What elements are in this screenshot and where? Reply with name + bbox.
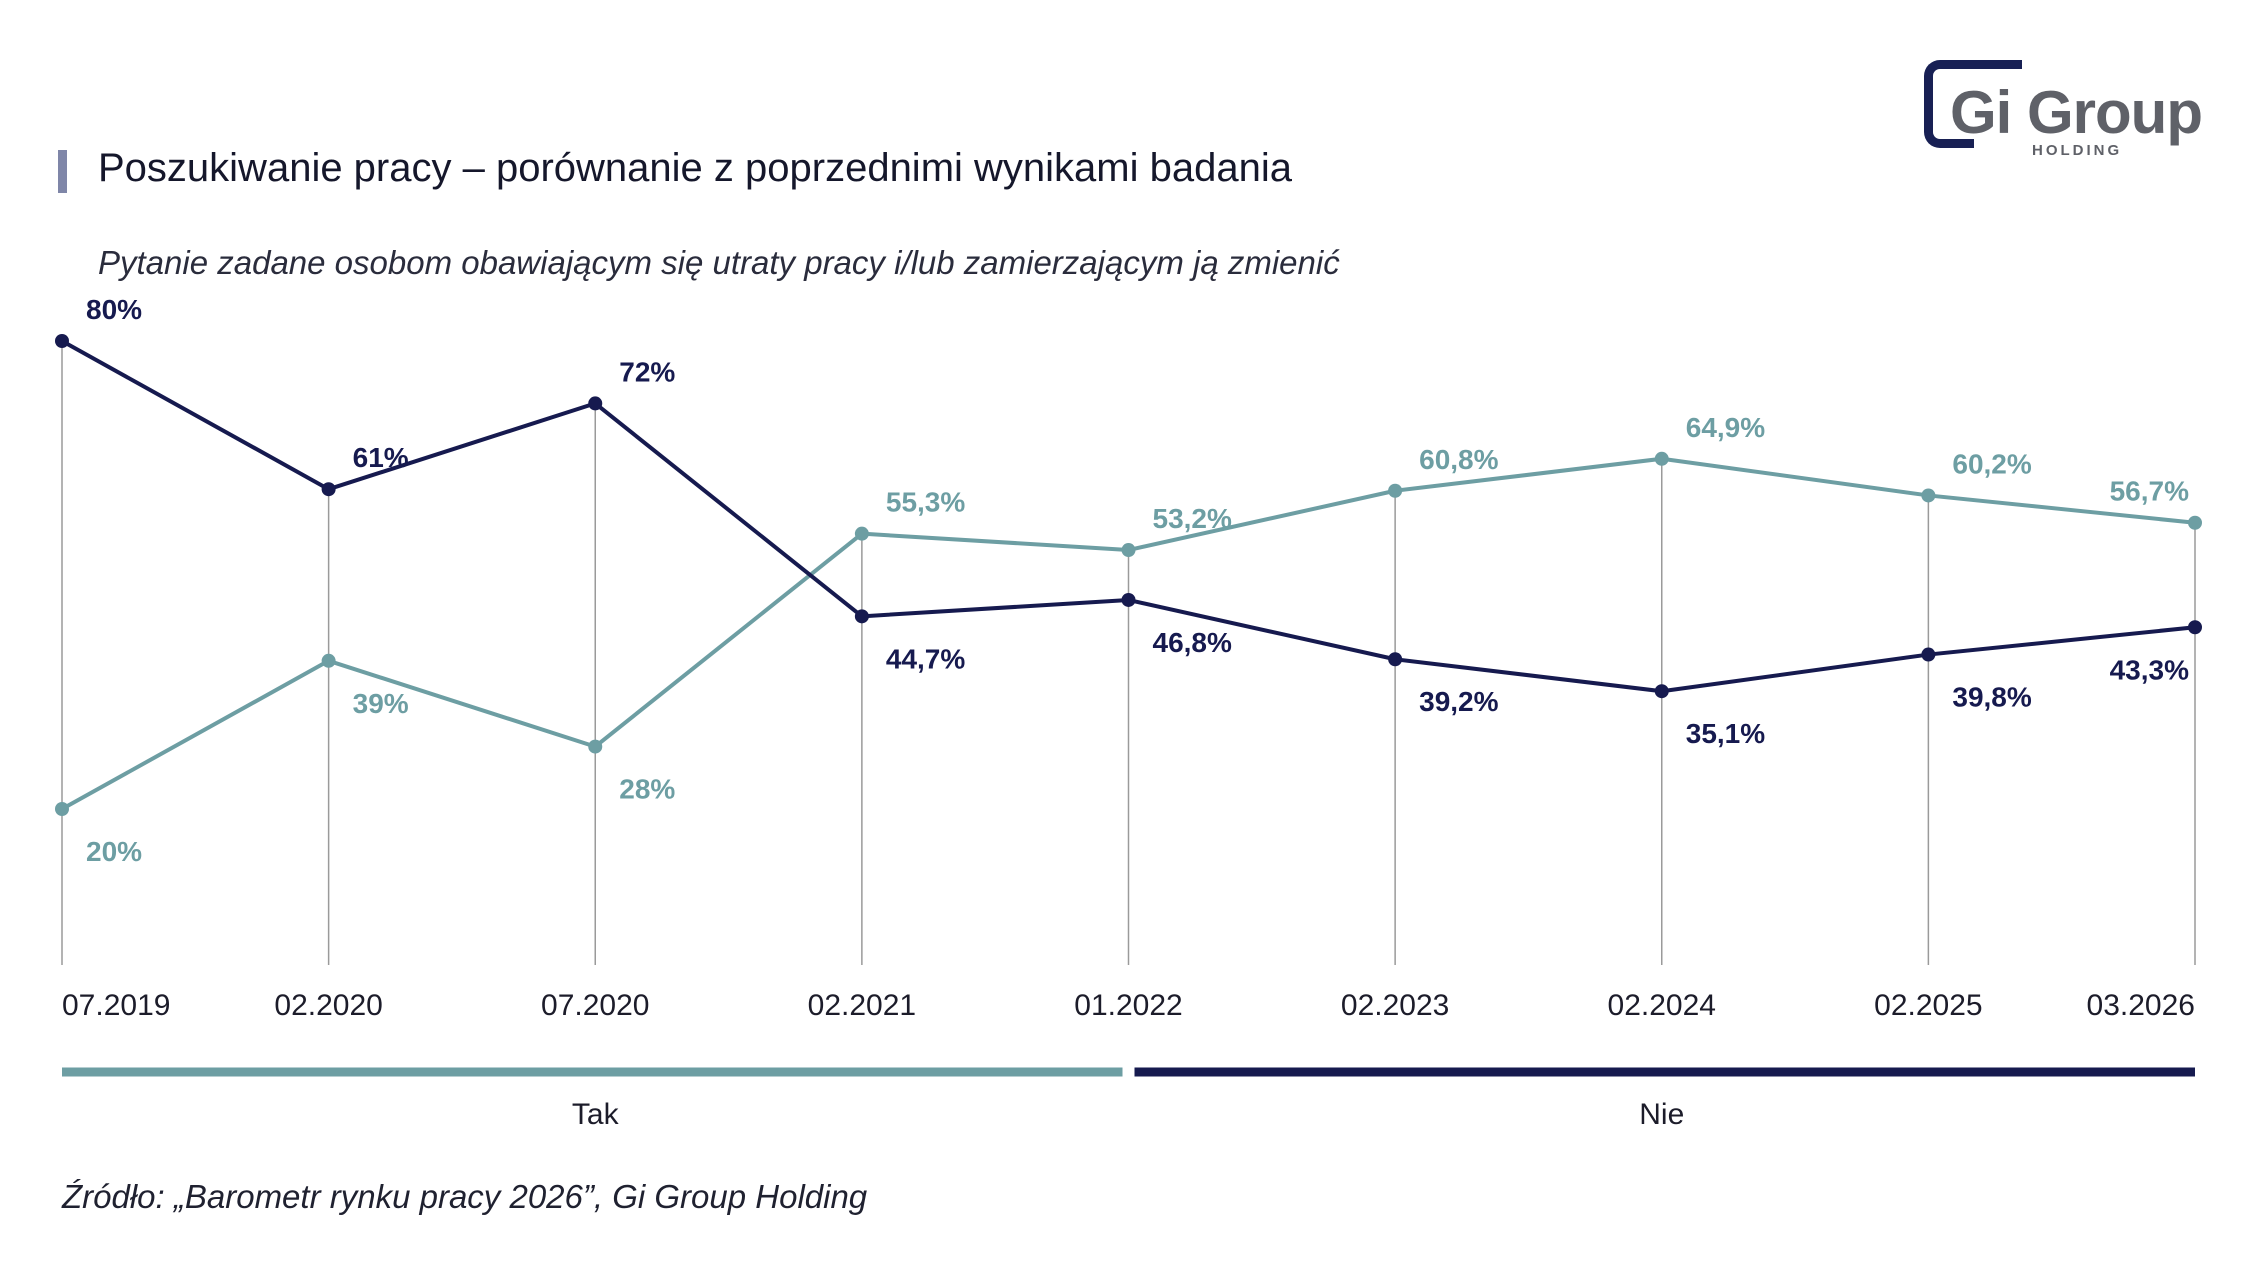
point-nie-02.2024 (1654, 684, 1669, 699)
data-label-nie-02.2023: 39,2% (1419, 686, 1498, 717)
title-accent-bar (58, 150, 67, 193)
data-label-tak-02.2023: 60,8% (1419, 444, 1498, 475)
x-tick-03.2026: 03.2026 (2087, 989, 2195, 1022)
logo-bracket-icon (1924, 60, 1974, 148)
data-label-tak-07.2019: 20% (86, 836, 142, 867)
point-tak-01.2022 (1121, 543, 1136, 558)
data-label-nie-02.2020: 61% (353, 442, 409, 473)
point-nie-01.2022 (1121, 592, 1136, 607)
legend-label-nie: Nie (1639, 1098, 1684, 1131)
x-tick-02.2021: 02.2021 (808, 989, 916, 1022)
data-label-tak-01.2022: 53,2% (1153, 503, 1232, 534)
data-label-nie-01.2022: 46,8% (1153, 627, 1232, 658)
logo-sub: HOLDING (2032, 142, 2123, 159)
data-label-tak-02.2024: 64,9% (1686, 412, 1765, 443)
data-label-nie-02.2021: 44,7% (886, 643, 965, 674)
logo-bracket-top (1964, 60, 2022, 69)
data-label-tak-02.2021: 55,3% (886, 487, 965, 518)
point-nie-02.2023 (1388, 652, 1403, 667)
x-tick-02.2020: 02.2020 (274, 989, 382, 1022)
data-label-tak-02.2020: 39% (353, 688, 409, 719)
x-tick-02.2024: 02.2024 (1608, 989, 1716, 1022)
point-nie-07.2020 (588, 396, 603, 411)
x-tick-01.2022: 01.2022 (1074, 989, 1182, 1022)
point-tak-03.2026 (2188, 515, 2202, 530)
logo-name: Gi Group (1950, 79, 2203, 146)
point-tak-02.2025 (1921, 488, 1936, 503)
x-tick-02.2023: 02.2023 (1341, 989, 1449, 1022)
x-tick-02.2025: 02.2025 (1874, 989, 1982, 1022)
point-nie-03.2026 (2188, 620, 2202, 635)
source-note: Źródło: „Barometr rynku pracy 2026”, Gi … (62, 1178, 868, 1215)
point-nie-07.2019 (55, 334, 69, 348)
point-nie-02.2020 (321, 482, 336, 497)
x-tick-07.2019: 07.2019 (62, 989, 170, 1022)
legend-label-tak: Tak (572, 1098, 620, 1131)
data-label-tak-07.2020: 28% (619, 774, 675, 805)
data-label-tak-02.2025: 60,2% (1952, 448, 2031, 479)
data-label-nie-02.2025: 39,8% (1952, 682, 2031, 713)
point-tak-02.2023 (1388, 483, 1403, 498)
data-label-nie-02.2024: 35,1% (1686, 718, 1765, 749)
data-label-nie-07.2019: 80% (86, 294, 142, 325)
point-tak-02.2024 (1654, 451, 1669, 466)
point-nie-02.2021 (854, 609, 869, 624)
point-tak-07.2020 (588, 739, 603, 754)
point-tak-02.2021 (854, 526, 869, 541)
point-nie-02.2025 (1921, 647, 1936, 662)
x-tick-07.2020: 07.2020 (541, 989, 649, 1022)
page-subtitle: Pytanie zadane osobom obawiającym się ut… (98, 244, 1340, 281)
data-label-tak-03.2026: 56,7% (2110, 476, 2189, 507)
data-label-nie-07.2020: 72% (619, 356, 675, 387)
data-label-nie-03.2026: 43,3% (2110, 654, 2189, 685)
gi-group-logo: Gi Group HOLDING (1924, 58, 2206, 159)
point-tak-07.2019 (55, 802, 69, 816)
page-title: Poszukiwanie pracy – porównanie z poprze… (98, 146, 1292, 190)
point-tak-02.2020 (321, 653, 336, 668)
